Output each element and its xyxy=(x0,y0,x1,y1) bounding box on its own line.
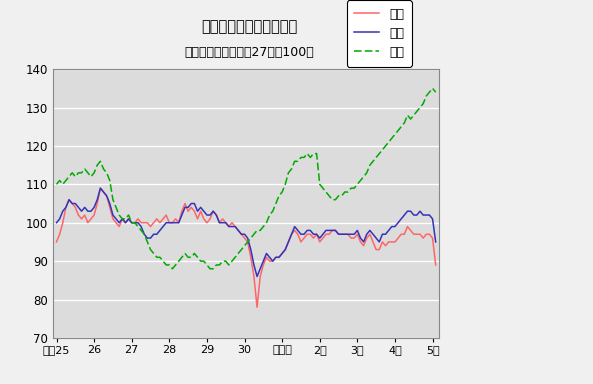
生産 xyxy=(266,259,273,263)
生産 xyxy=(301,236,308,240)
生産 xyxy=(410,232,417,237)
出荷 xyxy=(426,213,433,217)
生産 xyxy=(53,240,60,244)
出荷 xyxy=(144,236,151,240)
在庫 xyxy=(407,117,414,121)
Line: 生産: 生産 xyxy=(56,188,436,307)
出荷 xyxy=(410,213,417,217)
Text: （季節調整済、平成27年＝100）: （季節調整済、平成27年＝100） xyxy=(184,46,314,59)
出荷 xyxy=(266,255,273,260)
出荷 xyxy=(97,186,104,190)
生産 xyxy=(144,220,151,225)
在庫 xyxy=(432,90,439,94)
生産 xyxy=(178,209,186,214)
生産 xyxy=(426,232,433,237)
生産 xyxy=(253,305,260,310)
在庫 xyxy=(423,94,430,98)
Text: 鳥取県鉱工業指数の推移: 鳥取県鉱工業指数の推移 xyxy=(201,19,297,34)
在庫 xyxy=(297,155,304,160)
在庫 xyxy=(429,86,436,91)
生産 xyxy=(432,263,439,267)
Line: 出荷: 出荷 xyxy=(56,188,436,276)
出荷 xyxy=(301,232,308,237)
在庫 xyxy=(141,232,148,237)
在庫 xyxy=(178,255,186,260)
Legend: 生産, 出荷, 在庫: 生産, 出荷, 在庫 xyxy=(347,0,412,66)
在庫 xyxy=(53,182,60,187)
出荷 xyxy=(178,213,186,217)
在庫 xyxy=(263,220,270,225)
生産 xyxy=(97,186,104,190)
出荷 xyxy=(253,274,260,279)
Line: 在庫: 在庫 xyxy=(56,88,436,269)
在庫 xyxy=(169,266,176,271)
出荷 xyxy=(53,220,60,225)
出荷 xyxy=(432,240,439,244)
